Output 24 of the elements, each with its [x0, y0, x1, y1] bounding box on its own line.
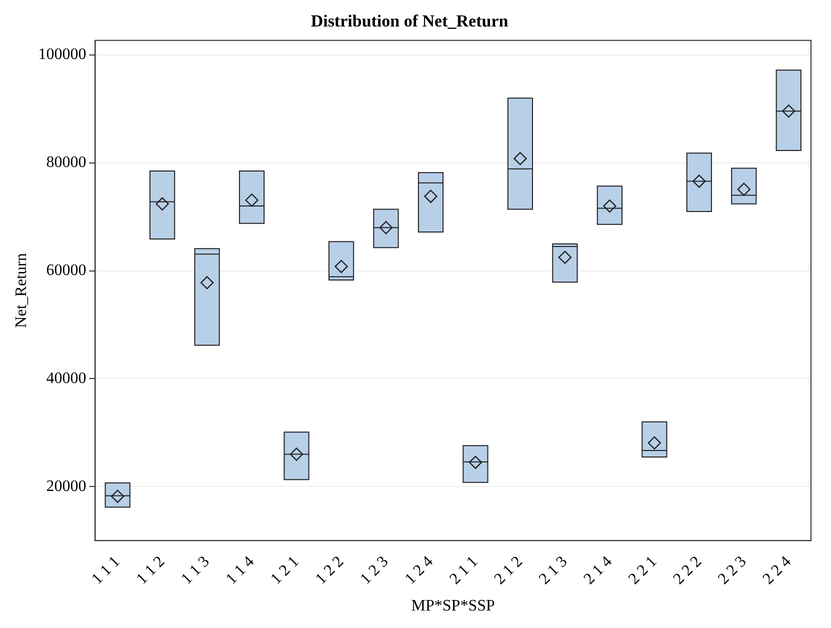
- x-tick-label: 1 2 2: [312, 553, 348, 588]
- x-tick-label: 2 2 3: [715, 553, 750, 588]
- x-axis-title: MP*SP*SSP: [411, 598, 496, 615]
- x-tick-label: 1 2 1: [268, 553, 302, 588]
- y-tick-label: 100000: [38, 46, 86, 64]
- x-tick-label: 2 1 3: [536, 553, 571, 588]
- x-tick-label: 1 1 2: [133, 553, 168, 588]
- x-tick-label: 2 2 2: [670, 553, 705, 588]
- x-tick-label: 2 2 4: [760, 553, 794, 588]
- x-tick-label: 1 1 3: [178, 553, 213, 588]
- x-tick-label: 2 2 1: [626, 553, 660, 588]
- y-tick-label: 20000: [46, 478, 86, 495]
- x-tick-label: 1 2 3: [357, 553, 392, 588]
- y-tick-label: 80000: [46, 154, 86, 172]
- x-tick-label: 2 1 4: [580, 553, 616, 588]
- chart-title: Distribution of Net_Return: [310, 12, 509, 31]
- x-tick-label: 2 1 2: [491, 553, 526, 588]
- y-tick-label: 40000: [46, 370, 86, 387]
- y-axis-title: Net_Return: [12, 253, 30, 328]
- x-tick-label: 1 1 4: [222, 553, 258, 588]
- y-tick-label: 60000: [46, 262, 86, 280]
- x-tick-label: 1 1 1: [88, 553, 124, 588]
- x-tick-label: 1 2 4: [402, 553, 437, 588]
- x-tick-label: 2 1 1: [446, 553, 482, 588]
